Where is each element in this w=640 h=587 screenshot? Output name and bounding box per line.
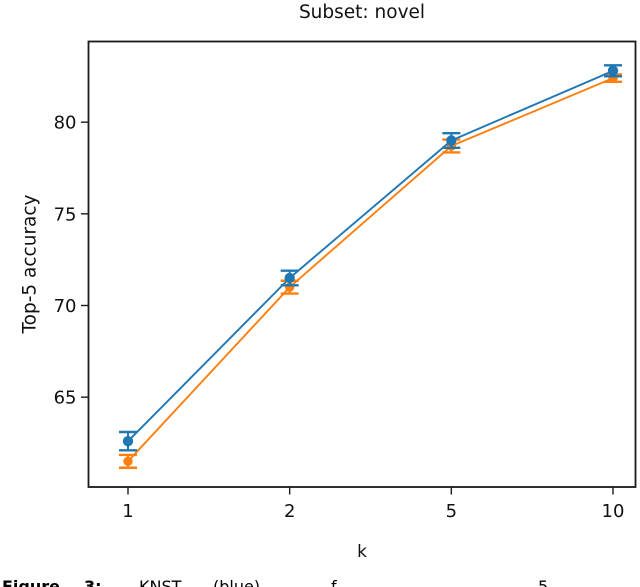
svg-text:75: 75 bbox=[54, 204, 77, 225]
caption-fragment: Figure bbox=[2, 577, 60, 587]
svg-text:80: 80 bbox=[54, 113, 77, 134]
svg-text:2: 2 bbox=[284, 501, 295, 522]
svg-text:70: 70 bbox=[54, 296, 77, 317]
chart-title: Subset: novel bbox=[298, 2, 426, 23]
svg-text:65: 65 bbox=[54, 388, 77, 409]
svg-text:5: 5 bbox=[446, 501, 457, 522]
figure-caption: Figure 3: KNST (blue) f 5 bbox=[0, 577, 640, 587]
caption-fragment: 3: bbox=[84, 577, 102, 587]
caption-fragment: KNST bbox=[139, 577, 182, 587]
svg-text:1: 1 bbox=[122, 501, 133, 522]
x-axis-label: k bbox=[357, 542, 367, 562]
caption-fragment: f bbox=[331, 577, 337, 587]
caption-fragment: (blue) bbox=[213, 577, 261, 587]
svg-text:10: 10 bbox=[602, 501, 625, 522]
caption-fragment: 5 bbox=[538, 577, 549, 587]
